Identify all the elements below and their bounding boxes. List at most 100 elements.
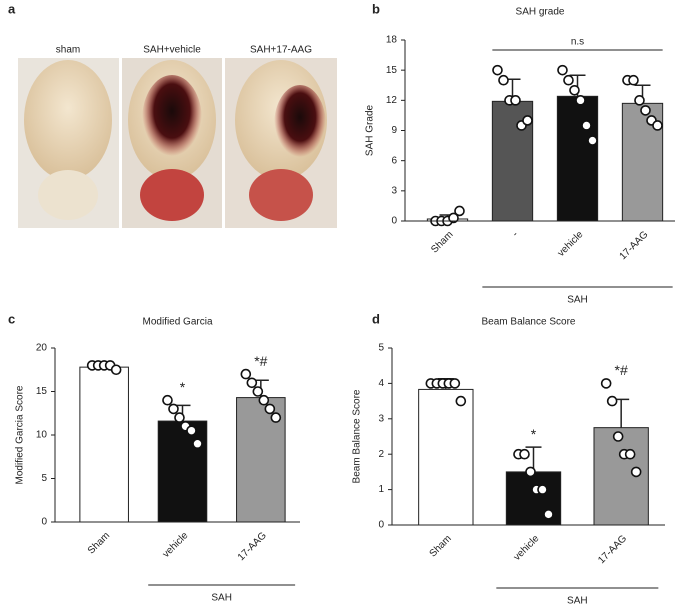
bar [418,388,474,526]
data-point [543,509,554,520]
data-point [575,95,586,106]
brain [24,60,112,180]
y-tick-label: 0 [41,517,47,528]
data-point [652,120,663,131]
y-axis-label: Beam Balance Score [352,389,363,483]
data-point [630,466,642,478]
data-point [628,74,639,86]
cerebellum [249,169,313,221]
photo-label: SAH+vehicle [143,45,201,56]
data-point [510,95,521,106]
data-point [640,105,651,116]
y-tick-label: 9 [391,125,397,136]
data-point [240,368,252,380]
y-tick-label: 0 [378,520,384,531]
x-tick-label: vehicle [512,533,542,563]
y-tick-label: 3 [391,185,397,196]
data-point [563,74,574,86]
group-label: SAH [567,596,588,607]
y-tick-label: 2 [378,449,384,460]
data-point [168,403,179,415]
y-tick-label: 15 [36,386,48,397]
data-point [557,64,568,76]
data-point [186,425,197,436]
x-tick-label: 17-AAG [596,533,629,566]
bar [157,420,208,523]
x-tick-label: Sham [86,530,112,556]
panel-label: d [372,311,380,326]
data-point [246,377,258,389]
panel-label: a [8,1,16,16]
hemorrhage [142,75,202,165]
y-tick-label: 5 [378,343,384,354]
data-point [537,484,548,495]
y-tick-label: 1 [378,484,384,495]
chart-title: Modified Garcia [142,317,212,328]
x-tick-label: vehicle [161,530,191,560]
bar [556,95,599,222]
y-tick-label: 5 [41,473,47,484]
x-tick-label: vehicle [556,229,586,259]
y-axis-label: Modified Garcia Score [15,385,26,484]
y-tick-label: 0 [391,216,397,227]
y-tick-label: 6 [391,155,397,166]
photos: sham SAH+vehicle SAH+17-AAG [18,45,337,228]
y-tick-label: 3 [378,413,384,424]
data-point [525,466,536,478]
data-point [624,448,636,460]
data-point [455,395,467,407]
chart-title: Beam Balance Score [482,317,576,328]
y-tick-label: 12 [386,95,398,106]
data-point [569,84,580,96]
hemorrhage [274,85,326,165]
data-point [448,212,459,224]
data-point [252,386,264,397]
x-tick-label: 17-AAG [618,229,651,262]
photo-label: SAH+17-AAG [250,45,312,56]
y-tick-label: 4 [378,378,384,389]
cerebellum [140,169,204,221]
data-point [634,95,645,106]
data-point [581,120,592,131]
x-tick-label: Sham [428,533,454,559]
data-point [174,412,185,423]
data-point [498,74,509,86]
bar [79,366,129,523]
x-tick-label: - [510,229,520,239]
data-point [492,64,503,76]
data-point [600,378,612,389]
y-tick-label: 18 [386,35,398,46]
data-point [454,205,465,217]
cerebellum [38,170,98,220]
data-point [522,115,533,126]
panel-label: c [8,311,15,326]
data-point [264,403,276,415]
x-tick-label: 17-AAG [236,530,269,563]
chart-title: SAH grade [516,7,565,18]
significance-marker: *# [615,362,628,378]
data-point [258,394,270,406]
group-label: SAH [211,593,232,604]
group-label: SAH [567,295,588,306]
data-point [519,448,530,460]
y-axis-label: SAH Grade [365,104,376,156]
data-point [606,395,618,407]
y-tick-label: 20 [36,343,48,354]
significance-marker: *# [254,353,267,369]
y-tick-label: 15 [386,65,398,76]
bar [593,427,649,526]
significance-marker: * [180,379,186,395]
y-tick-label: 10 [36,430,48,441]
data-point [449,378,461,389]
panel-label: b [372,1,380,16]
x-tick-label: Sham [429,229,455,255]
data-point [192,438,203,450]
photo-label: sham [56,45,80,56]
significance-marker: * [531,426,537,442]
data-point [110,364,122,376]
data-point [587,135,598,146]
comparison-label: n.s [571,37,584,48]
data-point [612,431,624,442]
data-point [270,412,282,423]
